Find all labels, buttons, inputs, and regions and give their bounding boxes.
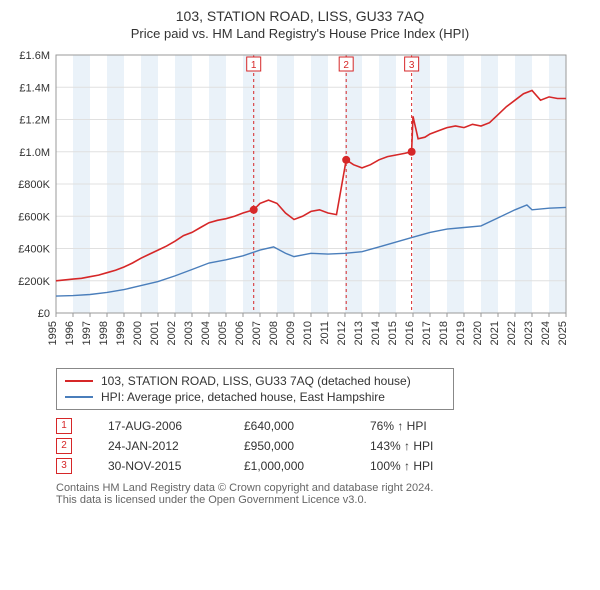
sale-date: 30-NOV-2015: [108, 459, 208, 473]
svg-text:2024: 2024: [540, 321, 552, 345]
svg-text:1: 1: [251, 60, 257, 71]
sale-price: £640,000: [244, 419, 334, 433]
svg-text:2003: 2003: [183, 321, 195, 345]
svg-text:2019: 2019: [455, 321, 467, 345]
sale-date: 17-AUG-2006: [108, 419, 208, 433]
svg-text:£400K: £400K: [18, 244, 50, 256]
svg-text:£1.0M: £1.0M: [19, 147, 50, 159]
svg-text:1998: 1998: [98, 321, 110, 345]
footer-line-2: This data is licensed under the Open Gov…: [56, 494, 592, 506]
svg-text:2017: 2017: [421, 321, 433, 345]
sale-marker: 3: [56, 458, 72, 474]
svg-text:2001: 2001: [149, 321, 161, 345]
svg-text:2023: 2023: [523, 321, 535, 345]
sale-marker: 1: [56, 418, 72, 434]
sale-marker: 2: [56, 438, 72, 454]
svg-text:2013: 2013: [353, 321, 365, 345]
sale-price: £950,000: [244, 439, 334, 453]
svg-text:2015: 2015: [387, 321, 399, 345]
svg-text:£1.4M: £1.4M: [19, 82, 50, 94]
svg-text:2021: 2021: [489, 321, 501, 345]
legend-label-hpi: HPI: Average price, detached house, East…: [101, 390, 385, 404]
svg-text:1999: 1999: [115, 321, 127, 345]
svg-text:£0: £0: [38, 308, 50, 320]
svg-text:2018: 2018: [438, 321, 450, 345]
svg-text:2010: 2010: [302, 321, 314, 345]
svg-text:2016: 2016: [404, 321, 416, 345]
svg-text:2014: 2014: [370, 321, 382, 345]
svg-text:£200K: £200K: [18, 276, 50, 288]
svg-text:2012: 2012: [336, 321, 348, 345]
legend-swatch-property: [65, 380, 93, 382]
legend-row-property: 103, STATION ROAD, LISS, GU33 7AQ (detac…: [65, 373, 445, 389]
footer: Contains HM Land Registry data © Crown c…: [56, 482, 592, 506]
svg-text:2: 2: [343, 60, 349, 71]
legend: 103, STATION ROAD, LISS, GU33 7AQ (detac…: [56, 368, 454, 410]
svg-text:3: 3: [409, 60, 415, 71]
sale-pct: 100% ↑ HPI: [370, 459, 480, 473]
page-title: 103, STATION ROAD, LISS, GU33 7AQ: [8, 8, 592, 24]
svg-text:2022: 2022: [506, 321, 518, 345]
sale-row: 3 30-NOV-2015 £1,000,000 100% ↑ HPI: [56, 458, 592, 474]
sale-pct: 76% ↑ HPI: [370, 419, 480, 433]
page-subtitle: Price paid vs. HM Land Registry's House …: [8, 26, 592, 41]
svg-text:1995: 1995: [47, 321, 59, 345]
svg-text:2002: 2002: [166, 321, 178, 345]
chart-container: £0 £200K £400K £600K £800K £1.0M £1.2M £1.4M £1.…: [8, 49, 576, 362]
svg-text:1996: 1996: [64, 321, 76, 345]
legend-label-property: 103, STATION ROAD, LISS, GU33 7AQ (detac…: [101, 374, 411, 388]
svg-text:2007: 2007: [251, 321, 263, 345]
sale-row: 1 17-AUG-2006 £640,000 76% ↑ HPI: [56, 418, 592, 434]
svg-text:2004: 2004: [200, 321, 212, 345]
sales-list: 1 17-AUG-2006 £640,000 76% ↑ HPI 2 24-JAN-201…: [8, 418, 592, 474]
svg-text:£600K: £600K: [18, 211, 50, 223]
legend-swatch-hpi: [65, 396, 93, 398]
svg-text:£800K: £800K: [18, 179, 50, 191]
sale-price: £1,000,000: [244, 459, 334, 473]
svg-text:1997: 1997: [81, 321, 93, 345]
svg-text:2008: 2008: [268, 321, 280, 345]
svg-text:£1.6M: £1.6M: [19, 50, 50, 62]
sale-date: 24-JAN-2012: [108, 439, 208, 453]
svg-text:2020: 2020: [472, 321, 484, 345]
sale-row: 2 24-JAN-2012 £950,000 143% ↑ HPI: [56, 438, 592, 454]
svg-text:2009: 2009: [285, 321, 297, 345]
svg-text:2000: 2000: [132, 321, 144, 345]
footer-line-1: Contains HM Land Registry data © Crown c…: [56, 482, 592, 494]
price-chart: £0 £200K £400K £600K £800K £1.0M £1.2M £1.4M £1.…: [8, 49, 576, 359]
legend-row-hpi: HPI: Average price, detached house, East…: [65, 389, 445, 405]
svg-text:2011: 2011: [319, 321, 331, 345]
svg-text:2006: 2006: [234, 321, 246, 345]
svg-text:2005: 2005: [217, 321, 229, 345]
sale-pct: 143% ↑ HPI: [370, 439, 480, 453]
svg-text:2025: 2025: [557, 321, 569, 345]
svg-text:£1.2M: £1.2M: [19, 115, 50, 127]
